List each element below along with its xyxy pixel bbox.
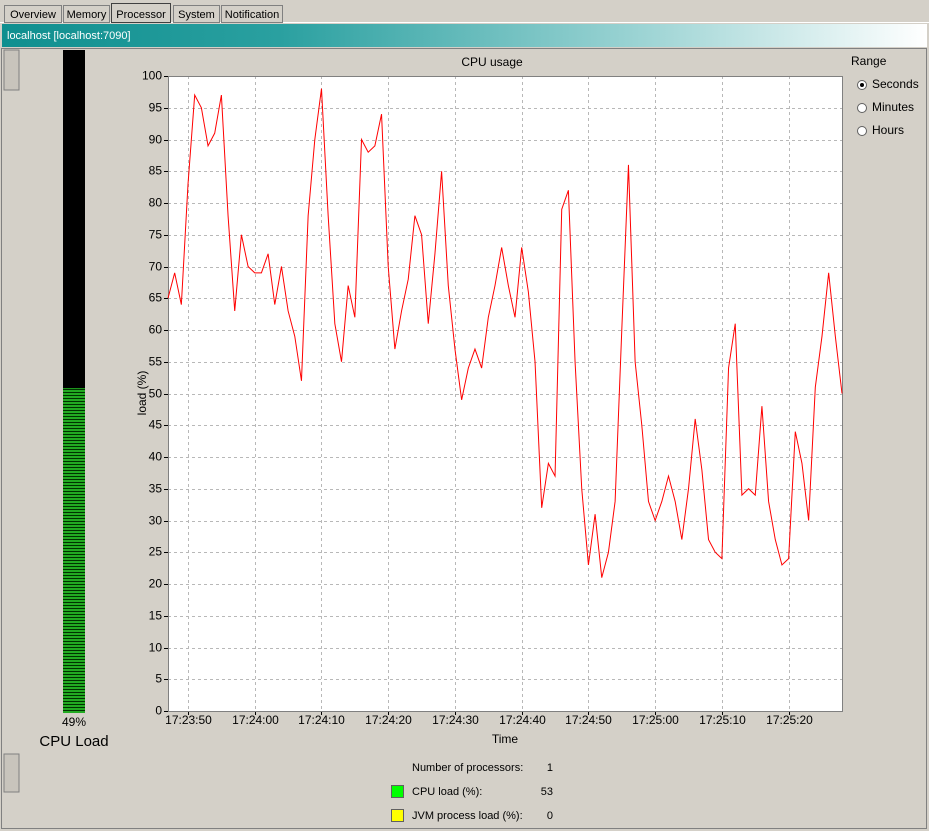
y-tick-label: 95 bbox=[149, 101, 163, 115]
x-tick-label: 17:24:30 bbox=[432, 713, 479, 727]
y-axis-label: load (%) bbox=[135, 371, 149, 416]
info-panel: Number of processors: 1 CPU load (%): 53 JVM… bbox=[391, 762, 553, 822]
x-tick-label: 17:24:50 bbox=[565, 713, 612, 727]
tab[interactable] bbox=[221, 5, 283, 23]
tab-bar: Overview Memory Processor System Notificatio… bbox=[4, 3, 283, 23]
gauge-value: 49% bbox=[62, 715, 86, 729]
legend-swatch bbox=[391, 809, 404, 822]
x-tick-label: 17:24:10 bbox=[298, 713, 345, 727]
tab-label[interactable]: Processor bbox=[116, 9, 166, 21]
radio-label[interactable]: Hours bbox=[872, 123, 904, 137]
y-tick-label: 30 bbox=[149, 514, 163, 528]
tab[interactable] bbox=[111, 3, 171, 23]
radio-button[interactable] bbox=[857, 103, 867, 113]
tab[interactable] bbox=[173, 5, 220, 23]
range-title: Range bbox=[851, 54, 887, 68]
info-value: 1 bbox=[547, 762, 553, 774]
panel-border bbox=[1, 48, 927, 829]
x-tick-label: 17:24:40 bbox=[499, 713, 546, 727]
x-axis-label: Time bbox=[492, 732, 519, 746]
gauge-title: CPU Load bbox=[39, 733, 108, 750]
plot-area bbox=[168, 76, 842, 711]
tab-label[interactable]: Notification bbox=[225, 9, 279, 21]
tab-label[interactable]: Overview bbox=[10, 9, 56, 21]
y-tick-label: 10 bbox=[149, 641, 163, 655]
radio-label[interactable]: Minutes bbox=[872, 100, 914, 114]
y-tick-label: 20 bbox=[149, 577, 163, 591]
tab[interactable] bbox=[63, 5, 110, 23]
tab-label[interactable]: System bbox=[178, 9, 215, 21]
x-tick-label: 17:24:20 bbox=[365, 713, 412, 727]
y-tick-label: 100 bbox=[142, 69, 162, 83]
y-tick-label: 55 bbox=[149, 355, 163, 369]
chart: 0 5 10 15 20 25 30 35 40 45 50 55 60 65 70 75 80 85 90 95 10… bbox=[142, 69, 843, 727]
y-tick-label: 65 bbox=[149, 291, 163, 305]
range-options: Seconds Minutes Hours bbox=[857, 77, 919, 137]
y-tick-label: 90 bbox=[149, 133, 163, 147]
y-tick-label: 80 bbox=[149, 196, 163, 210]
radio-label[interactable]: Seconds bbox=[872, 77, 919, 91]
y-tick-label: 40 bbox=[149, 450, 163, 464]
plot-border bbox=[168, 76, 843, 712]
y-tick-label: 85 bbox=[149, 164, 163, 178]
y-tick-label: 45 bbox=[149, 418, 163, 432]
y-tick-label: 70 bbox=[149, 260, 163, 274]
gauge-fill bbox=[63, 388, 85, 713]
info-value: 53 bbox=[541, 786, 553, 798]
x-tick-label: 17:25:10 bbox=[699, 713, 746, 727]
split-handle[interactable] bbox=[3, 49, 20, 91]
x-tick-label: 17:25:20 bbox=[766, 713, 813, 727]
y-tick-label: 15 bbox=[149, 609, 163, 623]
data-line bbox=[167, 88, 843, 578]
info-label: CPU load (%): bbox=[412, 786, 482, 798]
x-tick-label: 17:23:50 bbox=[165, 713, 212, 727]
y-tick-label: 35 bbox=[149, 482, 163, 496]
x-tick-label: 17:25:00 bbox=[632, 713, 679, 727]
connection-title: localhost [localhost:7090] bbox=[7, 30, 131, 42]
radio-dot bbox=[860, 83, 864, 87]
y-tick-label: 75 bbox=[149, 228, 163, 242]
split-handle[interactable] bbox=[3, 753, 20, 793]
info-value: 0 bbox=[547, 810, 553, 822]
legend-swatch bbox=[391, 785, 404, 798]
x-tick-label: 17:24:00 bbox=[232, 713, 279, 727]
gauge bbox=[63, 50, 85, 713]
y-tick-label: 0 bbox=[155, 704, 162, 718]
radio-button[interactable] bbox=[857, 126, 867, 136]
y-tick-label: 5 bbox=[155, 672, 162, 686]
title-bar bbox=[2, 24, 927, 47]
chart-title: CPU usage bbox=[461, 55, 523, 69]
info-label: JVM process load (%): bbox=[412, 810, 523, 822]
y-tick-label: 50 bbox=[149, 387, 163, 401]
tab[interactable] bbox=[4, 5, 62, 23]
y-tick-label: 60 bbox=[149, 323, 163, 337]
y-tick-label: 25 bbox=[149, 545, 163, 559]
tab-label[interactable]: Memory bbox=[67, 9, 107, 21]
info-label: Number of processors: bbox=[412, 762, 523, 774]
